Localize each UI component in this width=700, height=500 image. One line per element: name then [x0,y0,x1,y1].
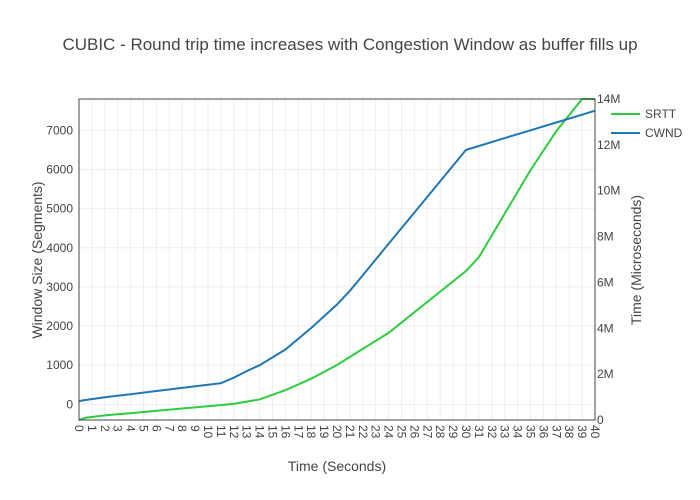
x-tick-label: 33 [498,425,512,439]
plot-area [78,98,596,421]
x-tick-label: 37 [549,425,563,439]
y-left-tick-label: 3000 [46,280,73,294]
x-tick-label: 15 [266,425,280,439]
x-axis: 0123456789101112131415161718192021222324… [72,425,602,439]
x-tick-label: 4 [124,425,138,432]
y-left-tick-label: 2000 [46,319,73,333]
chart-title: CUBIC - Round trip time increases with C… [62,35,637,54]
y-axis-right-title: Time (Microseconds) [628,195,644,325]
x-tick-label: 1 [85,425,99,432]
x-tick-label: 30 [459,425,473,439]
x-tick-label: 31 [472,425,486,439]
x-tick-label: 12 [227,425,241,439]
y-axis-left: 0 1000 2000 3000 4000 5000 6000 7000 [46,123,73,411]
x-tick-label: 7 [162,425,176,432]
x-tick-label: 28 [433,425,447,439]
y-right-tick-label: 4M [597,321,614,335]
x-tick-label: 27 [420,425,434,439]
x-tick-label: 39 [575,425,589,439]
legend-label-srtt: SRTT [645,107,677,121]
x-tick-label: 14 [253,425,267,439]
y-right-tick-label: 2M [597,367,614,381]
x-tick-label: 0 [72,425,86,432]
legend-label-cwnd: CWND [645,126,683,140]
x-tick-label: 22 [356,425,370,439]
x-tick-label: 34 [511,425,525,439]
legend: SRTT CWND [611,107,683,140]
x-tick-label: 23 [369,425,383,439]
y-right-tick-label: 14M [597,92,620,106]
grid [78,99,596,420]
y-right-tick-label: 10M [597,184,620,198]
y-right-tick-label: 0 [597,413,604,427]
y-left-tick-label: 6000 [46,162,73,176]
x-tick-label: 20 [330,425,344,439]
x-tick-label: 16 [278,425,292,439]
x-tick-label: 38 [562,425,576,439]
y-left-tick-label: 5000 [46,202,73,216]
y-right-tick-label: 12M [597,138,620,152]
plot-frame [78,98,596,421]
x-tick-label: 8 [175,425,189,432]
x-tick-label: 24 [382,425,396,439]
y-axis-left-title: Window Size (Segments) [29,181,45,338]
x-tick-label: 10 [201,425,215,439]
x-tick-label: 11 [214,425,228,438]
y-left-tick-label: 0 [66,397,73,411]
y-left-tick-label: 4000 [46,241,73,255]
x-tick-label: 25 [395,425,409,439]
y-axis-right: 0 2M 4M 6M 8M 10M 12M 14M [597,92,620,427]
y-left-tick-label: 7000 [46,123,73,137]
x-tick-label: 26 [407,425,421,439]
series-line-srtt [78,98,595,421]
y-right-tick-label: 6M [597,275,614,289]
x-tick-label: 17 [291,425,305,439]
x-tick-label: 2 [98,425,112,432]
x-tick-label: 32 [485,425,499,439]
x-axis-title: Time (Seconds) [288,458,386,474]
x-tick-label: 3 [111,425,125,432]
x-tick-label: 35 [524,425,538,439]
x-tick-label: 9 [188,425,202,432]
y-right-tick-label: 8M [597,230,614,244]
x-tick-label: 36 [536,425,550,439]
series-line-cwnd [78,109,596,403]
x-tick-label: 5 [137,425,151,432]
x-tick-label: 40 [588,425,602,439]
x-tick-label: 18 [304,425,318,439]
y-left-tick-label: 1000 [46,358,73,372]
x-tick-label: 13 [240,425,254,439]
x-tick-label: 19 [317,425,331,439]
x-tick-label: 29 [446,425,460,439]
x-tick-label: 6 [149,425,163,432]
x-tick-label: 21 [343,425,357,439]
